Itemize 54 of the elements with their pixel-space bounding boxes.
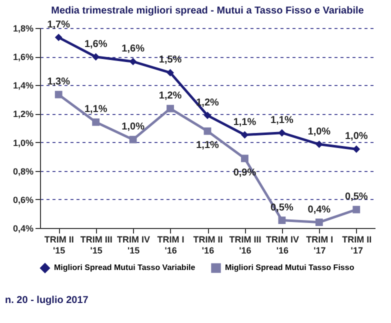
x-tick-label: TRIM IV '16 xyxy=(266,234,299,256)
data-label: 1,7% xyxy=(47,19,70,30)
point xyxy=(92,118,100,126)
point xyxy=(278,129,286,137)
point xyxy=(204,127,212,135)
point xyxy=(278,216,286,224)
data-label: 1,1% xyxy=(84,104,108,116)
chart-title: Media trimestrale migliori spread - Mutui a Tasso Fisso e Variabile xyxy=(51,5,364,16)
point xyxy=(352,206,360,214)
point xyxy=(54,90,62,98)
legend-label: Migliori Spread Mutui Tasso Variabile xyxy=(54,263,196,272)
y-tick-label: 1,8% xyxy=(12,24,34,34)
data-label: 1,1% xyxy=(233,116,256,128)
y-tick-label: 0,4% xyxy=(12,224,34,234)
text: n. 20 - luglio 2017 xyxy=(5,295,89,306)
x-tick-label: TRIM IV '15 xyxy=(117,234,150,256)
data-label: 0,4% xyxy=(308,204,331,216)
data-label: 1,2% xyxy=(158,90,182,102)
legend-label: Migliori Spread Mutui Tasso Fisso xyxy=(225,263,354,272)
point xyxy=(241,154,248,162)
data-label: 1,0% xyxy=(344,131,368,142)
data-label: 1,5% xyxy=(158,54,182,66)
data-label: 1,0% xyxy=(308,126,331,138)
point xyxy=(204,112,212,120)
y-tick-label: 1,4% xyxy=(12,80,34,91)
x-tick-label: TRIM III '16 xyxy=(229,234,262,256)
data-label: 0,5% xyxy=(344,192,368,203)
data-label: 1,1% xyxy=(196,140,220,152)
y-tick-label: 0,8% xyxy=(12,166,34,176)
point xyxy=(352,145,360,153)
data-label: 1,1% xyxy=(270,114,294,126)
point xyxy=(315,140,323,148)
point xyxy=(129,58,137,66)
y-tick-label: 1,6% xyxy=(12,52,34,62)
y-tick-label: 1,2% xyxy=(12,109,34,120)
y-tick-label: 0,6% xyxy=(12,194,34,205)
point xyxy=(166,69,174,76)
point xyxy=(241,131,248,139)
data-label: 1,6% xyxy=(84,38,108,50)
data-label: 1,3% xyxy=(47,76,70,88)
data-label: 1,0% xyxy=(122,122,145,133)
point xyxy=(129,136,137,144)
x-tick-label: TRIM II '17 xyxy=(342,234,372,256)
point xyxy=(92,53,100,61)
x-tick-label: TRIM I '17 xyxy=(306,234,334,256)
x-tick-label: TRIM II '16 xyxy=(193,234,223,256)
point xyxy=(166,104,174,112)
x-tick-label: TRIM I '16 xyxy=(157,234,184,256)
y-tick-label: 1,0% xyxy=(12,138,34,148)
point xyxy=(315,218,323,226)
data-label: 1,6% xyxy=(122,44,145,55)
x-tick-label: TRIM III '15 xyxy=(80,234,112,256)
point xyxy=(54,34,62,42)
x-tick-label: TRIM II '15 xyxy=(44,234,74,256)
